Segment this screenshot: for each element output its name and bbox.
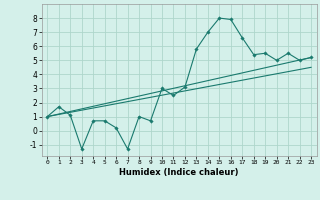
X-axis label: Humidex (Indice chaleur): Humidex (Indice chaleur) — [119, 168, 239, 177]
